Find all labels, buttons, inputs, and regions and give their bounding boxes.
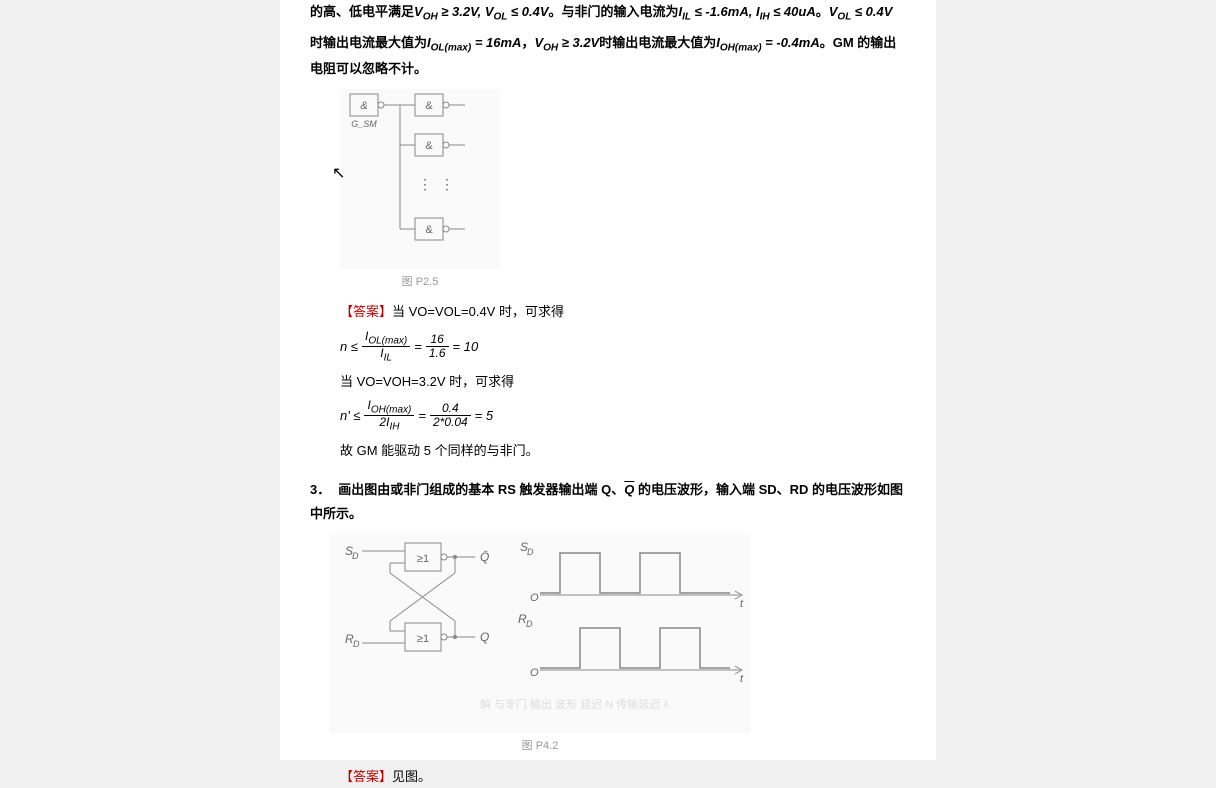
problem2-answer: 【答案】当 VO=VOL=0.4V 时，可求得 <box>340 300 906 323</box>
f1-f2-num: 16 <box>426 333 449 347</box>
svg-text:≥1: ≥1 <box>417 633 429 645</box>
p2-ans-line1: 当 VO=VOL=0.4V 时，可求得 <box>392 304 564 319</box>
svg-text:D: D <box>352 551 359 561</box>
f1-f1-num: IOL(max) <box>362 330 410 347</box>
f2-f1-num: IOH(max) <box>364 399 414 416</box>
document-page: ↖ 的高、低电平满足VOH ≥ 3.2V, VOL ≤ 0.4V。与非门的输入电… <box>280 0 936 760</box>
f2-f2-num: 0.4 <box>430 402 471 416</box>
p2-conclusion: 故 GM 能驱动 5 个同样的与非门。 <box>340 439 906 462</box>
gate-diagram-svg: & G_SM & & ⋮ ⋮ & <box>340 89 500 269</box>
svg-text:O: O <box>530 592 539 604</box>
answer-label: 【答案】 <box>340 304 392 319</box>
f2-f1-den: 2IIH <box>364 416 414 432</box>
p2-intro: 的高、低电平满足 <box>310 4 414 19</box>
svg-text:⋮: ⋮ <box>418 176 432 192</box>
p3-ans-text: 见图。 <box>392 769 431 784</box>
formula-1: n ≤ IOL(max) IIL = 16 1.6 = 10 <box>340 330 906 364</box>
f1-frac1: IOL(max) IIL <box>362 330 410 364</box>
f2-eq1: = <box>418 404 426 427</box>
p2-cond2: IIL ≤ -1.6mA, IIH ≤ 40uA <box>679 4 816 19</box>
spacer <box>310 462 906 478</box>
rs-waveform-svg: ≥1 Q̄ S D ≥1 Q R D <box>330 533 750 733</box>
p2-ans-line2: 当 VO=VOH=3.2V 时，可求得 <box>340 370 906 393</box>
figure-p2-5-caption: 图 P2.5 <box>340 273 500 293</box>
q3-text1: 画出图由或非门组成的基本 RS 触发器输出端 Q、 <box>338 482 624 497</box>
q3-number: 3． <box>310 482 330 497</box>
p2-l2-prefix: 时输出电流最大值为 <box>310 35 427 50</box>
f1-f2-den: 1.6 <box>426 347 449 360</box>
p2-l2-mid2: 时输出电流最大值为 <box>599 35 716 50</box>
f2-eq2: = 5 <box>475 404 493 427</box>
bleed-text: 解 与非门 输出 波形 延迟 N 传输延迟 λ <box>480 697 669 711</box>
svg-text:⋮: ⋮ <box>440 176 454 192</box>
svg-text:&: & <box>425 224 433 236</box>
svg-text:D: D <box>527 547 534 557</box>
f2-frac2: 0.4 2*0.04 <box>430 402 471 429</box>
svg-text:D: D <box>353 639 360 649</box>
svg-text:&: & <box>360 100 367 112</box>
p2-mid2: 。 <box>816 4 829 19</box>
p2-cond3: VOL ≤ 0.4V <box>829 4 893 19</box>
svg-text:G_SM: G_SM <box>351 119 377 129</box>
svg-text:O: O <box>530 667 539 679</box>
problem3-answer: 【答案】见图。 <box>340 765 906 788</box>
figure-p4-2: ≥1 Q̄ S D ≥1 Q R D <box>330 533 906 757</box>
p2-cond6: IOH(max) = -0.4mA <box>716 35 819 50</box>
f2-frac1: IOH(max) 2IIH <box>364 399 414 433</box>
svg-text:&: & <box>425 140 433 152</box>
p2-cond5: VOH ≥ 3.2V <box>534 35 599 50</box>
problem2-text-line1: 的高、低电平满足VOH ≥ 3.2V, VOL ≤ 0.4V。与非门的输入电流为… <box>310 0 906 27</box>
formula-2: n' ≤ IOH(max) 2IIH = 0.4 2*0.04 = 5 <box>340 399 906 433</box>
f1-frac2: 16 1.6 <box>426 333 449 360</box>
svg-text:Q̄: Q̄ <box>480 550 489 564</box>
f2-f2-den: 2*0.04 <box>430 416 471 429</box>
figure-p4-2-caption: 图 P4.2 <box>330 737 750 757</box>
figure-p2-5: & G_SM & & ⋮ ⋮ & 图 P2. <box>340 89 906 293</box>
p2-cond1: VOH ≥ 3.2V, VOL ≤ 0.4V <box>414 4 548 19</box>
p2-mid1: 。与非门的输入电流为 <box>549 4 679 19</box>
f1-eq1: = <box>414 335 422 358</box>
svg-text:&: & <box>425 100 433 112</box>
f1-lhs: n ≤ <box>340 335 358 358</box>
p2-cond4: IOL(max) = 16mA <box>427 35 521 50</box>
f1-eq2: = 10 <box>453 335 479 358</box>
problem3-question: 3．画出图由或非门组成的基本 RS 触发器输出端 Q、Q 的电压波形，输入端 S… <box>310 478 906 525</box>
svg-text:D: D <box>526 619 533 629</box>
problem2-text-line2: 时输出电流最大值为IOL(max) = 16mA，VOH ≥ 3.2V时输出电流… <box>310 31 906 81</box>
p2-l2-mid: ， <box>521 35 534 50</box>
svg-text:Q: Q <box>480 630 489 644</box>
f2-lhs: n' ≤ <box>340 404 360 427</box>
answer-label-3: 【答案】 <box>340 769 392 784</box>
f1-f1-den: IIL <box>362 347 410 363</box>
svg-text:≥1: ≥1 <box>417 553 429 565</box>
q3-qbar: Q <box>624 482 634 497</box>
